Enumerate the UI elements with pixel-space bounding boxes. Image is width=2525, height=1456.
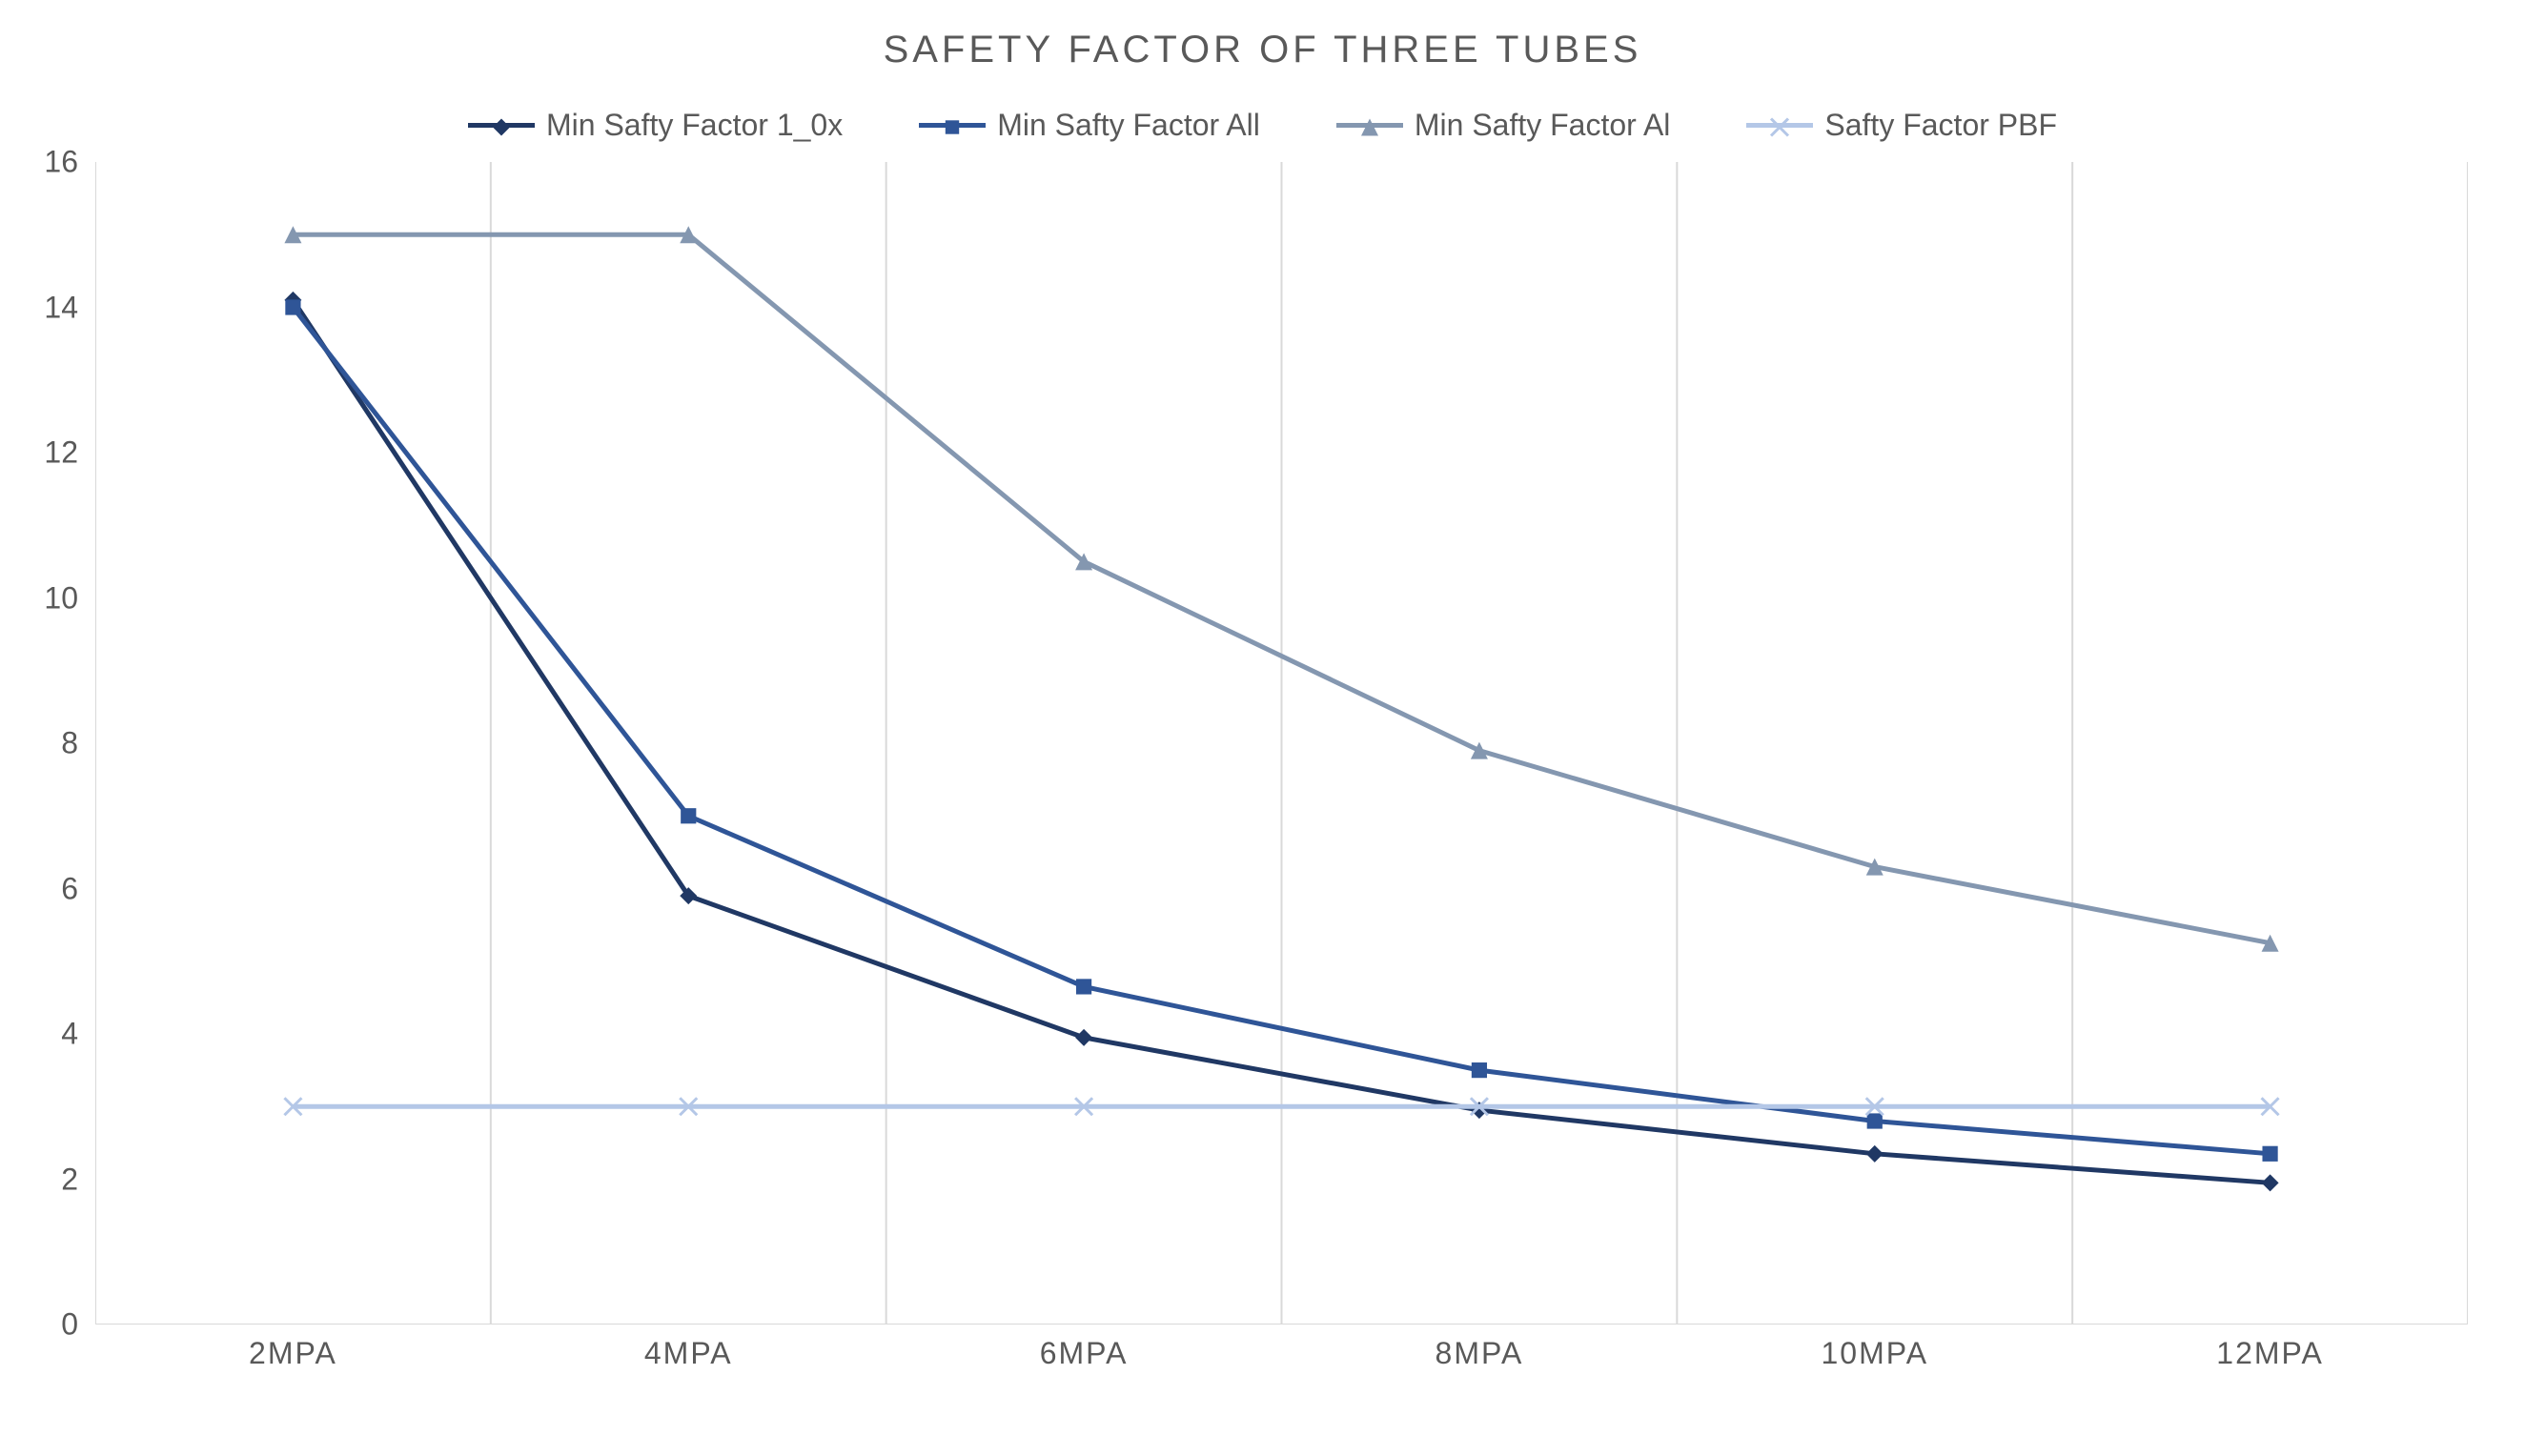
y-tick-label: 4 <box>61 1017 78 1052</box>
x-tick-label: 8MPA <box>1436 1336 1524 1371</box>
x-tick-label: 10MPA <box>1821 1336 1928 1371</box>
plot-area: 02468101214162MPA4MPA6MPA8MPA10MPA12MPA <box>95 162 2468 1325</box>
legend-swatch <box>919 123 986 128</box>
legend-item: Min Safty Factor All <box>919 108 1260 143</box>
y-tick-label: 16 <box>44 145 78 180</box>
legend-item: Min Safty Factor 1_0x <box>468 108 843 143</box>
legend-swatch <box>1336 123 1403 128</box>
legend-label: Min Safty Factor 1_0x <box>546 108 843 143</box>
y-tick-label: 6 <box>61 871 78 906</box>
x-tick-label: 6MPA <box>1040 1336 1129 1371</box>
y-tick-label: 0 <box>61 1307 78 1343</box>
legend-label: Min Safty Factor Al <box>1415 108 1671 143</box>
y-tick-label: 8 <box>61 726 78 761</box>
y-tick-label: 12 <box>44 435 78 471</box>
legend-label: Min Safty Factor All <box>997 108 1260 143</box>
y-tick-label: 2 <box>61 1162 78 1197</box>
square-icon <box>944 108 961 143</box>
legend: Min Safty Factor 1_0x Min Safty Factor Al… <box>0 100 2525 143</box>
x-tick-label: 12MPA <box>2216 1336 2324 1371</box>
legend-swatch <box>1746 123 1813 128</box>
legend-label: Safty Factor PBF <box>1824 108 2057 143</box>
x-icon <box>1771 108 1788 143</box>
chart-title: SAFETY FACTOR OF THREE TUBES <box>0 29 2525 71</box>
triangle-icon <box>1361 108 1378 143</box>
diamond-icon <box>493 108 510 143</box>
x-tick-label: 4MPA <box>644 1336 733 1371</box>
legend-item: Min Safty Factor Al <box>1336 108 1671 143</box>
x-tick-label: 2MPA <box>249 1336 337 1371</box>
legend-swatch <box>468 123 535 128</box>
chart-container: SAFETY FACTOR OF THREE TUBES Min Safty F… <box>0 0 2525 1456</box>
legend-item: Safty Factor PBF <box>1746 108 2057 143</box>
y-tick-label: 10 <box>44 580 78 616</box>
y-tick-label: 14 <box>44 290 78 325</box>
